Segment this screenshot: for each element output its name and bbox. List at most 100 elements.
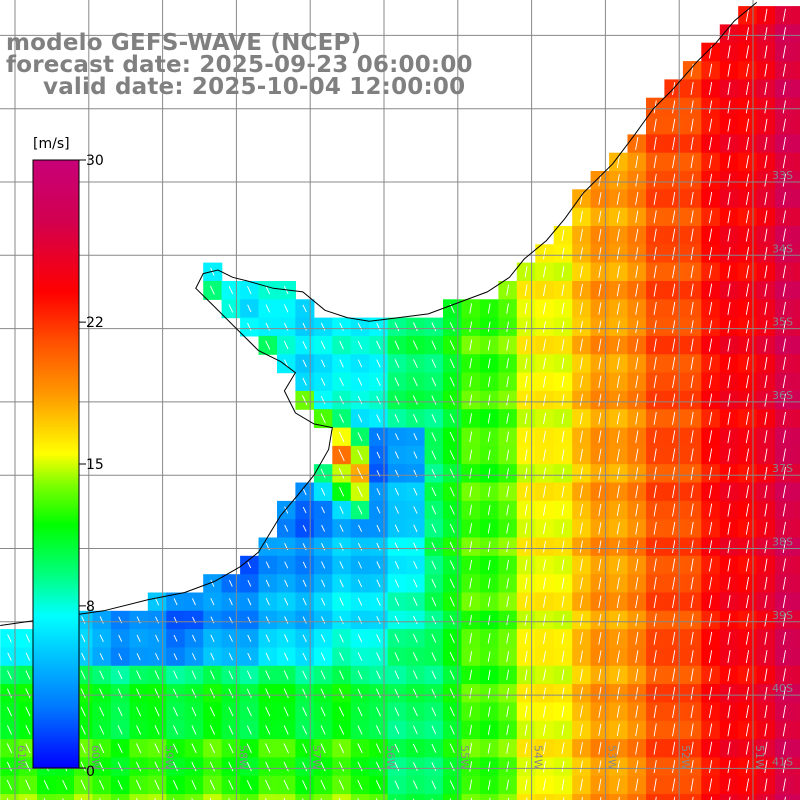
wind-arrow xyxy=(338,706,345,717)
wind-arrow xyxy=(727,521,731,535)
wind-arrow xyxy=(690,228,694,242)
wind-arrow xyxy=(543,724,546,736)
wind-arrow xyxy=(579,595,583,608)
wind-arrow xyxy=(598,265,602,278)
wind-arrow xyxy=(672,192,676,205)
wind-arrow xyxy=(598,760,602,773)
wind-arrow xyxy=(653,448,657,462)
wind-cell xyxy=(793,482,800,502)
wind-arrow xyxy=(469,614,473,626)
wind-arrow xyxy=(653,466,657,480)
wind-arrow xyxy=(283,706,289,717)
wind-arrow xyxy=(561,614,565,626)
wind-cell xyxy=(701,794,721,800)
wind-arrow xyxy=(487,578,491,589)
wind-cell xyxy=(793,354,800,374)
longitude-label: 57W xyxy=(310,745,323,770)
wind-arrow xyxy=(635,210,639,223)
wind-arrow xyxy=(284,561,289,569)
wind-arrow xyxy=(782,228,786,242)
wind-arrow xyxy=(543,614,546,626)
wind-arrow xyxy=(117,725,123,735)
wind-arrow xyxy=(302,780,308,790)
wind-arrow xyxy=(598,686,602,700)
wind-arrow xyxy=(579,687,583,700)
wind-arrow xyxy=(708,228,713,242)
wind-arrow xyxy=(616,448,620,462)
wind-arrow xyxy=(321,616,326,624)
wind-arrow xyxy=(339,506,344,514)
wind-arrow xyxy=(394,395,400,405)
longitude-label: 55W xyxy=(458,745,471,770)
wind-arrow xyxy=(339,542,344,551)
wind-arrow xyxy=(635,705,639,718)
wind-arrow xyxy=(653,137,657,150)
wind-arrow xyxy=(357,652,363,661)
wind-arrow xyxy=(782,192,786,205)
wind-arrow xyxy=(616,595,620,608)
wind-arrow xyxy=(449,670,455,680)
wind-arrow xyxy=(357,725,363,735)
wind-arrow xyxy=(487,541,491,553)
wind-arrow xyxy=(431,523,437,533)
wind-arrow xyxy=(598,192,602,205)
wind-arrow xyxy=(431,597,437,607)
wind-cell xyxy=(664,794,684,800)
wind-arrow xyxy=(357,395,363,405)
wind-arrow xyxy=(598,302,602,315)
wind-arrow xyxy=(357,542,363,551)
wind-arrow xyxy=(745,503,750,517)
wind-arrow xyxy=(301,395,308,406)
wind-arrow xyxy=(543,687,546,700)
wind-arrow xyxy=(413,542,418,551)
wind-arrow xyxy=(320,322,326,331)
wind-arrow xyxy=(431,652,437,662)
wind-arrow xyxy=(782,485,786,499)
wind-arrow xyxy=(635,228,639,242)
wind-arrow xyxy=(117,670,123,680)
wind-arrow xyxy=(764,503,768,517)
wind-arrow xyxy=(727,100,731,114)
wind-arrow xyxy=(672,485,676,499)
wind-cell xyxy=(479,794,499,800)
wind-arrow xyxy=(727,338,731,352)
wind-arrow xyxy=(524,540,528,553)
wind-arrow xyxy=(228,580,233,587)
wind-arrow xyxy=(431,432,437,442)
wind-arrow xyxy=(635,595,639,609)
wind-arrow xyxy=(469,339,473,351)
wind-arrow xyxy=(487,596,491,607)
wind-arrow xyxy=(543,669,546,681)
wind-arrow xyxy=(431,707,437,717)
latitude-label: 35S xyxy=(772,316,793,329)
wind-arrow xyxy=(469,486,473,498)
wind-arrow xyxy=(653,210,657,224)
wind-arrow xyxy=(581,797,583,800)
wind-arrow xyxy=(431,322,437,332)
wind-arrow xyxy=(394,579,400,588)
wind-arrow xyxy=(506,358,509,369)
wind-arrow xyxy=(579,485,583,498)
wind-arrow xyxy=(600,796,602,800)
wind-arrow xyxy=(191,706,197,717)
wind-arrow xyxy=(653,778,657,792)
wind-arrow xyxy=(524,357,528,369)
wind-arrow xyxy=(764,631,768,645)
wind-arrow xyxy=(431,395,437,405)
wind-arrow xyxy=(561,650,565,663)
wind-arrow xyxy=(191,598,196,606)
wind-arrow xyxy=(357,780,363,790)
wind-arrow xyxy=(745,247,750,260)
wind-arrow xyxy=(727,247,731,260)
wind-arrow xyxy=(265,634,270,643)
wind-arrow xyxy=(320,706,326,717)
wind-arrow xyxy=(764,760,768,774)
wind-arrow xyxy=(598,705,602,718)
wind-arrow xyxy=(543,339,546,351)
wind-arrow xyxy=(394,414,400,423)
wind-arrow xyxy=(320,688,326,698)
wind-arrow xyxy=(228,286,234,295)
wind-arrow xyxy=(99,743,105,754)
wind-arrow xyxy=(579,302,583,315)
wind-arrow xyxy=(449,633,455,644)
